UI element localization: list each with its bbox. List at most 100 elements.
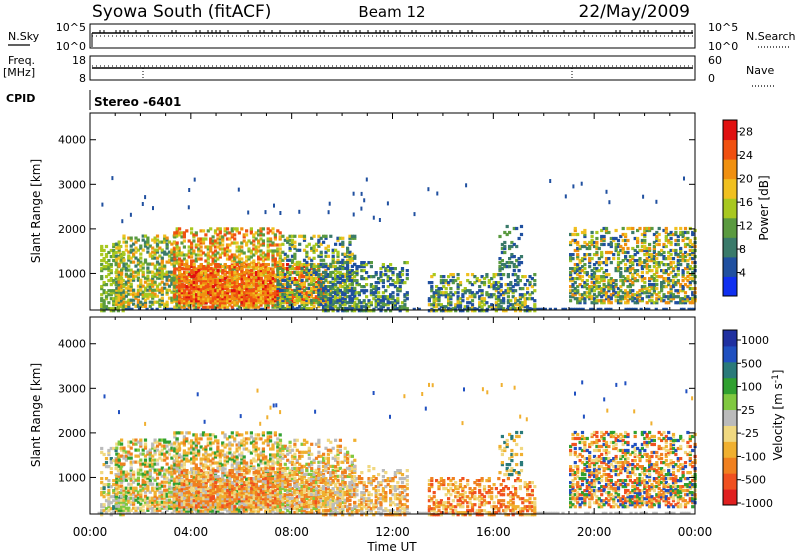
freq-unit-label: [MHz] bbox=[3, 66, 35, 79]
power-cell bbox=[194, 245, 198, 249]
power-cell bbox=[199, 239, 203, 243]
power-cell bbox=[173, 287, 177, 291]
power-cell bbox=[585, 287, 589, 291]
power-cell bbox=[129, 282, 133, 286]
power-cell bbox=[175, 305, 179, 309]
power-cell bbox=[286, 267, 290, 271]
power-cell bbox=[120, 258, 124, 262]
power-cell bbox=[602, 285, 606, 289]
power-cell bbox=[134, 264, 138, 268]
power-cell bbox=[631, 289, 635, 293]
power-cell bbox=[590, 238, 594, 243]
power-cell bbox=[640, 265, 644, 269]
power-cell bbox=[683, 267, 688, 271]
power-cell bbox=[209, 255, 213, 259]
power-cell bbox=[278, 266, 283, 270]
power-cell bbox=[170, 282, 174, 286]
power-cell bbox=[233, 259, 237, 263]
power-cell bbox=[158, 272, 162, 276]
power-cell bbox=[326, 293, 330, 297]
power-cell bbox=[245, 283, 249, 287]
power-cell bbox=[449, 303, 453, 307]
power-cell bbox=[396, 277, 400, 281]
power-cell bbox=[209, 227, 213, 231]
power-cell bbox=[245, 265, 249, 269]
power-cell bbox=[129, 274, 133, 278]
power-cell bbox=[669, 295, 673, 299]
power-cell bbox=[269, 285, 273, 289]
power-cell bbox=[585, 291, 589, 295]
power-cell bbox=[595, 295, 599, 299]
power-cell bbox=[569, 259, 573, 263]
power-cell bbox=[165, 288, 169, 292]
power-cell bbox=[276, 286, 280, 290]
power-cell bbox=[202, 265, 206, 269]
power-cell bbox=[134, 296, 138, 300]
power-cell bbox=[307, 286, 311, 290]
power-cell bbox=[607, 299, 611, 303]
power-cell bbox=[626, 246, 630, 251]
power-cell bbox=[648, 253, 652, 257]
power-cell bbox=[571, 293, 575, 297]
power-cell bbox=[165, 274, 169, 278]
velocity-cell bbox=[107, 493, 111, 497]
power-cell bbox=[357, 265, 361, 269]
power-cell bbox=[660, 281, 664, 285]
power-cell bbox=[237, 231, 241, 235]
power-cell bbox=[271, 287, 275, 291]
power-cell bbox=[506, 273, 510, 277]
power-cell bbox=[633, 293, 637, 297]
power-cell bbox=[674, 283, 678, 287]
power-cell bbox=[141, 202, 144, 206]
velocity-cell bbox=[198, 511, 202, 514]
power-cell bbox=[298, 277, 302, 281]
power-cell bbox=[245, 271, 249, 275]
velocity-cell bbox=[104, 457, 109, 461]
power-cell bbox=[548, 307, 552, 310]
power-cell bbox=[676, 261, 680, 265]
power-cell bbox=[645, 246, 649, 251]
power-cell bbox=[609, 301, 613, 305]
power-cell bbox=[602, 271, 606, 275]
power-cell bbox=[132, 254, 136, 258]
power-cell bbox=[650, 253, 654, 257]
power-cell bbox=[683, 259, 688, 263]
power-cell bbox=[240, 271, 244, 275]
power-cell bbox=[290, 297, 294, 301]
power-cell bbox=[595, 244, 599, 249]
power-cell bbox=[225, 247, 230, 251]
power-cell bbox=[192, 301, 196, 305]
power-cell bbox=[607, 289, 611, 293]
velocity-cell bbox=[442, 511, 447, 514]
power-cell bbox=[192, 267, 196, 271]
power-cell bbox=[372, 275, 376, 279]
power-cell bbox=[324, 265, 328, 269]
power-cell bbox=[497, 287, 501, 291]
power-cell bbox=[180, 231, 184, 235]
power-cell bbox=[341, 278, 345, 282]
power-cell bbox=[146, 296, 150, 300]
power-cell bbox=[645, 257, 649, 261]
power-cell bbox=[257, 239, 261, 243]
power-cell bbox=[262, 291, 266, 295]
power-cell bbox=[650, 259, 654, 263]
power-cell bbox=[626, 307, 631, 310]
power-cell bbox=[341, 261, 345, 265]
power-cell bbox=[348, 234, 352, 238]
power-cell bbox=[362, 299, 366, 303]
power-cell bbox=[221, 235, 225, 239]
velocity-cell bbox=[175, 511, 179, 514]
power-cell bbox=[674, 275, 678, 279]
power-cell bbox=[377, 307, 381, 310]
power-cell bbox=[148, 284, 152, 288]
power-cell bbox=[269, 273, 273, 277]
power-cell bbox=[254, 267, 259, 271]
power-cell bbox=[683, 255, 688, 259]
power-cell bbox=[204, 297, 208, 301]
power-cell bbox=[199, 267, 203, 271]
power-cell bbox=[262, 271, 266, 275]
power-cell bbox=[636, 244, 640, 249]
power-cell bbox=[170, 262, 174, 266]
power-cell bbox=[178, 279, 182, 283]
power-cell bbox=[334, 292, 338, 296]
